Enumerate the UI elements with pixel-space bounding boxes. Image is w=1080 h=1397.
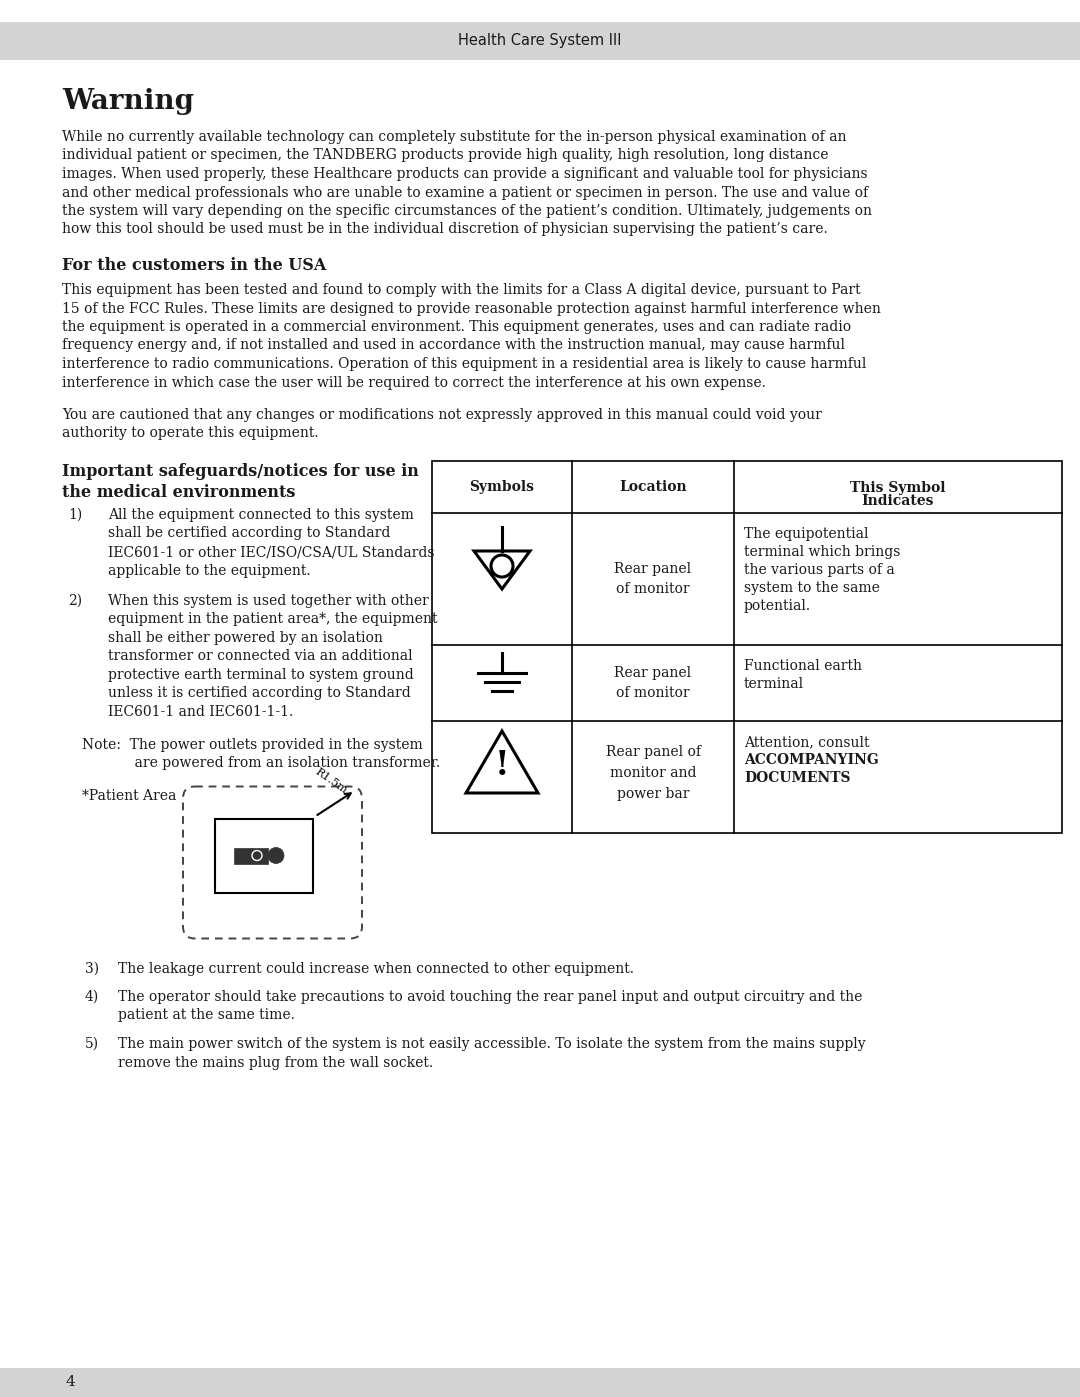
Text: DOCUMENTS: DOCUMENTS bbox=[744, 771, 851, 785]
Text: transformer or connected via an additional: transformer or connected via an addition… bbox=[108, 650, 413, 664]
Text: unless it is certified according to Standard: unless it is certified according to Stan… bbox=[108, 686, 410, 700]
Text: patient at the same time.: patient at the same time. bbox=[118, 1009, 295, 1023]
Text: The main power switch of the system is not easily accessible. To isolate the sys: The main power switch of the system is n… bbox=[118, 1037, 866, 1051]
Circle shape bbox=[268, 848, 284, 863]
Text: the equipment is operated in a commercial environment. This equipment generates,: the equipment is operated in a commercia… bbox=[62, 320, 851, 334]
Text: terminal: terminal bbox=[744, 678, 805, 692]
Text: are powered from an isolation transformer.: are powered from an isolation transforme… bbox=[82, 756, 441, 770]
Text: This equipment has been tested and found to comply with the limits for a Class A: This equipment has been tested and found… bbox=[62, 284, 861, 298]
Text: how this tool should be used must be in the individual discretion of physician s: how this tool should be used must be in … bbox=[62, 222, 827, 236]
Text: This Symbol: This Symbol bbox=[850, 481, 946, 495]
Text: 2): 2) bbox=[68, 594, 82, 608]
Text: Location: Location bbox=[619, 481, 687, 495]
Text: frequency energy and, if not installed and used in accordance with the instructi: frequency energy and, if not installed a… bbox=[62, 338, 845, 352]
Text: The leakage current could increase when connected to other equipment.: The leakage current could increase when … bbox=[118, 961, 634, 975]
Text: *Patient Area: *Patient Area bbox=[82, 788, 176, 802]
Text: and other medical professionals who are unable to examine a patient or specimen : and other medical professionals who are … bbox=[62, 186, 868, 200]
Polygon shape bbox=[234, 848, 268, 863]
Text: IEC601-1 or other IEC/ISO/CSA/UL Standards: IEC601-1 or other IEC/ISO/CSA/UL Standar… bbox=[108, 545, 434, 559]
Text: 5): 5) bbox=[85, 1037, 99, 1051]
Text: terminal which brings: terminal which brings bbox=[744, 545, 901, 559]
Text: protective earth terminal to system ground: protective earth terminal to system grou… bbox=[108, 668, 414, 682]
Text: interference in which case the user will be required to correct the interference: interference in which case the user will… bbox=[62, 376, 766, 390]
Text: R1.5m: R1.5m bbox=[313, 767, 349, 795]
Text: IEC601-1 and IEC601-1-1.: IEC601-1 and IEC601-1-1. bbox=[108, 705, 294, 719]
Text: While no currently available technology can completely substitute for the in-per: While no currently available technology … bbox=[62, 130, 847, 144]
Text: Attention, consult: Attention, consult bbox=[744, 735, 869, 749]
Text: shall be certified according to Standard: shall be certified according to Standard bbox=[108, 527, 390, 541]
Text: 3): 3) bbox=[85, 961, 99, 975]
Text: Note:  The power outlets provided in the system: Note: The power outlets provided in the … bbox=[82, 738, 422, 752]
Bar bbox=[215, 819, 313, 893]
Text: equipment in the patient area*, the equipment: equipment in the patient area*, the equi… bbox=[108, 612, 437, 626]
Text: the medical environments: the medical environments bbox=[62, 483, 295, 502]
Text: Warning: Warning bbox=[62, 88, 194, 115]
Text: Rear panel of
monitor and
power bar: Rear panel of monitor and power bar bbox=[606, 746, 701, 800]
Text: For the customers in the USA: For the customers in the USA bbox=[62, 257, 326, 274]
Text: the various parts of a: the various parts of a bbox=[744, 563, 894, 577]
Text: remove the mains plug from the wall socket.: remove the mains plug from the wall sock… bbox=[118, 1056, 433, 1070]
Text: You are cautioned that any changes or modifications not expressly approved in th: You are cautioned that any changes or mo… bbox=[62, 408, 822, 422]
Text: Functional earth: Functional earth bbox=[744, 659, 862, 673]
Text: 4: 4 bbox=[65, 1375, 75, 1389]
Text: shall be either powered by an isolation: shall be either powered by an isolation bbox=[108, 631, 383, 645]
Text: Indicates: Indicates bbox=[862, 495, 934, 509]
Text: images. When used properly, these Healthcare products can provide a significant : images. When used properly, these Health… bbox=[62, 168, 867, 182]
Text: Rear panel
of monitor: Rear panel of monitor bbox=[615, 562, 691, 597]
Text: system to the same: system to the same bbox=[744, 581, 880, 595]
Text: 15 of the FCC Rules. These limits are designed to provide reasonable protection : 15 of the FCC Rules. These limits are de… bbox=[62, 302, 881, 316]
Text: All the equipment connected to this system: All the equipment connected to this syst… bbox=[108, 509, 414, 522]
Text: applicable to the equipment.: applicable to the equipment. bbox=[108, 563, 311, 577]
Bar bbox=[432, 461, 1062, 833]
Text: authority to operate this equipment.: authority to operate this equipment. bbox=[62, 426, 319, 440]
Text: 4): 4) bbox=[85, 990, 99, 1004]
Bar bbox=[0, 22, 1080, 60]
Text: individual patient or specimen, the TANDBERG products provide high quality, high: individual patient or specimen, the TAND… bbox=[62, 148, 828, 162]
Text: !: ! bbox=[495, 749, 510, 782]
Text: interference to radio communications. Operation of this equipment in a residenti: interference to radio communications. Op… bbox=[62, 358, 866, 372]
Text: ACCOMPANYING: ACCOMPANYING bbox=[744, 753, 879, 767]
Text: The equipotential: The equipotential bbox=[744, 527, 868, 541]
Bar bbox=[0, 1368, 1080, 1397]
Text: Rear panel
of monitor: Rear panel of monitor bbox=[615, 666, 691, 700]
Text: the system will vary depending on the specific circumstances of the patient’s co: the system will vary depending on the sp… bbox=[62, 204, 872, 218]
Text: Symbols: Symbols bbox=[470, 481, 535, 495]
Text: The operator should take precautions to avoid touching the rear panel input and : The operator should take precautions to … bbox=[118, 990, 862, 1004]
Text: Important safeguards/notices for use in: Important safeguards/notices for use in bbox=[62, 462, 419, 481]
Text: Health Care System III: Health Care System III bbox=[458, 34, 622, 49]
Text: 1): 1) bbox=[68, 509, 82, 522]
Text: When this system is used together with other: When this system is used together with o… bbox=[108, 594, 429, 608]
Text: potential.: potential. bbox=[744, 599, 811, 613]
